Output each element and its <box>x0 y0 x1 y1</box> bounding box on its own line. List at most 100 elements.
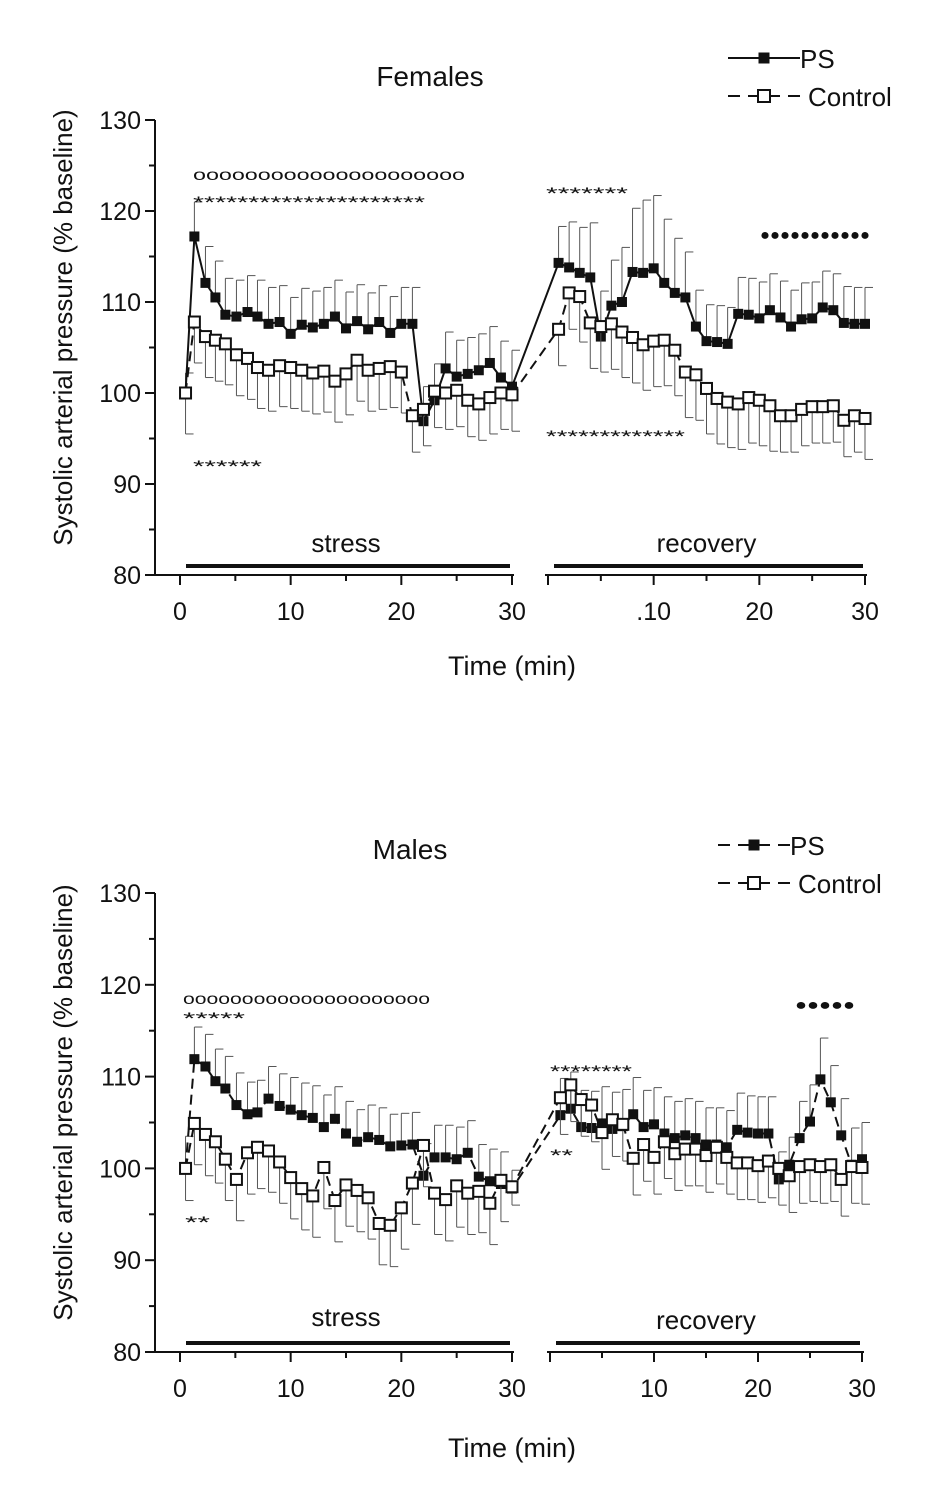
control-marker <box>616 1117 630 1131</box>
control-marker <box>636 338 650 352</box>
ps-marker <box>807 313 818 324</box>
control-marker <box>813 1160 827 1174</box>
ps-marker <box>252 1107 263 1118</box>
control-marker <box>847 409 861 423</box>
ps-marker <box>701 1139 711 1150</box>
control-marker <box>564 1078 578 1092</box>
ps-marker <box>220 309 231 320</box>
x-axis-label: Time (min) <box>448 651 576 681</box>
control-marker <box>626 330 640 344</box>
ps-marker <box>231 1100 242 1111</box>
y-tick-label: 120 <box>99 198 141 226</box>
control-marker <box>505 1180 519 1194</box>
legend: PS Control <box>718 831 882 899</box>
ps-marker <box>690 321 701 332</box>
control-marker <box>689 368 703 382</box>
significance-stars: ******* <box>546 184 629 203</box>
ps-marker <box>574 267 585 278</box>
control-marker <box>585 1098 599 1112</box>
ps-marker <box>307 322 318 333</box>
ps-marker <box>794 1133 805 1144</box>
phase-label-stress: stress <box>311 528 380 558</box>
control-marker <box>615 325 629 339</box>
control-marker <box>472 397 486 411</box>
control-marker <box>574 1093 588 1107</box>
control-marker <box>552 322 566 336</box>
control-marker <box>710 391 724 405</box>
x-tick-label: 10 <box>640 1375 668 1403</box>
control-marker <box>394 365 408 379</box>
control-marker <box>855 1160 869 1174</box>
control-marker <box>273 359 287 373</box>
control-marker <box>461 393 475 407</box>
ps-marker <box>363 1132 374 1143</box>
control-marker <box>218 1152 232 1166</box>
control-marker <box>742 391 756 405</box>
ps-marker <box>462 368 473 379</box>
significance-open-circles: ooooooooooooooooooooo <box>193 167 465 184</box>
control-marker <box>208 1135 222 1149</box>
control-marker <box>416 1138 430 1152</box>
ps-marker <box>407 1139 418 1150</box>
legend-ps-marker <box>748 839 760 851</box>
control-marker <box>317 1160 331 1174</box>
ps-marker <box>200 277 211 288</box>
control-marker <box>262 1144 276 1158</box>
ps-marker <box>352 1136 363 1147</box>
control-marker <box>306 1189 320 1203</box>
legend-control-label: Control <box>798 869 882 899</box>
ps-marker <box>753 1128 763 1139</box>
ps-marker <box>242 1109 253 1120</box>
control-marker <box>721 395 735 409</box>
significance-stars: ************* <box>546 427 686 446</box>
control-marker <box>439 1193 453 1207</box>
ps-marker <box>263 318 274 329</box>
ps-marker <box>712 337 723 348</box>
control-marker <box>416 402 430 416</box>
ps-marker <box>440 1152 451 1163</box>
control-marker <box>428 1186 442 1200</box>
y-tick-label: 90 <box>113 471 141 499</box>
ps-marker <box>606 300 617 311</box>
significance-stars: ********************* <box>193 193 426 212</box>
ps-marker <box>396 318 407 329</box>
ps-marker <box>307 1112 318 1123</box>
control-marker <box>741 1156 755 1170</box>
ps-marker <box>627 266 638 277</box>
ps-marker <box>296 319 307 330</box>
y-tick-label: 80 <box>113 562 141 590</box>
control-marker <box>383 360 397 374</box>
ps-marker <box>786 321 797 332</box>
control-marker <box>700 381 713 395</box>
ps-marker <box>817 302 828 313</box>
y-tick-label: 110 <box>101 289 141 317</box>
ps-marker <box>252 311 263 322</box>
control-marker <box>626 1151 640 1165</box>
ps-marker <box>722 338 733 349</box>
ps-marker <box>649 1119 659 1130</box>
control-marker <box>483 1196 497 1210</box>
ps-marker <box>732 1124 743 1135</box>
ps-marker <box>274 1100 285 1111</box>
control-marker <box>405 409 419 423</box>
y-tick-label: 120 <box>99 972 141 1000</box>
legend-control-marker <box>747 876 761 890</box>
ps-marker <box>473 365 484 376</box>
x-tick-label: 30 <box>848 1375 876 1403</box>
x-axis-label: Time (min) <box>448 1433 576 1463</box>
ps-marker <box>341 1128 351 1139</box>
x-tick-label: 0 <box>173 1375 187 1403</box>
control-marker <box>450 1179 464 1193</box>
control-marker <box>805 400 819 414</box>
control-marker <box>730 1156 744 1170</box>
y-tick-label: 80 <box>113 1339 141 1367</box>
control-marker <box>795 402 809 416</box>
ps-marker <box>721 1142 732 1153</box>
ps-marker <box>495 372 506 383</box>
ps-marker <box>680 1130 691 1141</box>
control-marker <box>731 397 745 411</box>
control-marker <box>553 1091 567 1105</box>
series-ps <box>180 195 873 427</box>
ps-marker <box>743 309 754 320</box>
ps-marker <box>669 287 680 298</box>
